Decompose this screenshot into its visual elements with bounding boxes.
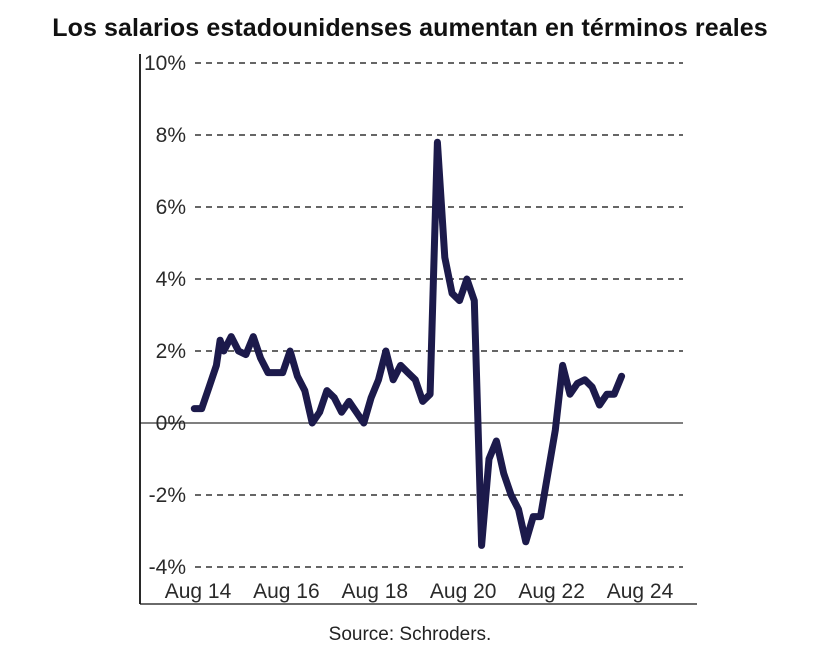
x-tick-label: Aug 14 <box>165 580 232 603</box>
series-layer <box>194 142 622 545</box>
source-note: Source: Schroders. <box>0 624 820 646</box>
x-tick-label: Aug 22 <box>518 580 585 603</box>
y-tick-label: 4% <box>156 268 186 291</box>
y-tick-label: -2% <box>149 484 186 507</box>
gridlines <box>140 63 683 567</box>
y-tick-label: 2% <box>156 340 186 363</box>
x-tick-label: Aug 18 <box>342 580 409 603</box>
y-tick-label: 8% <box>156 124 186 147</box>
y-tick-label: -4% <box>149 556 186 579</box>
y-tick-label: 0% <box>156 412 186 435</box>
y-tick-label: 6% <box>156 196 186 219</box>
x-tick-label: Aug 16 <box>253 580 320 603</box>
x-tick-label: Aug 20 <box>430 580 497 603</box>
x-tick-label: Aug 24 <box>607 580 674 603</box>
y-tick-label: 10% <box>144 52 186 75</box>
series-line <box>194 142 621 545</box>
axes <box>140 54 697 604</box>
